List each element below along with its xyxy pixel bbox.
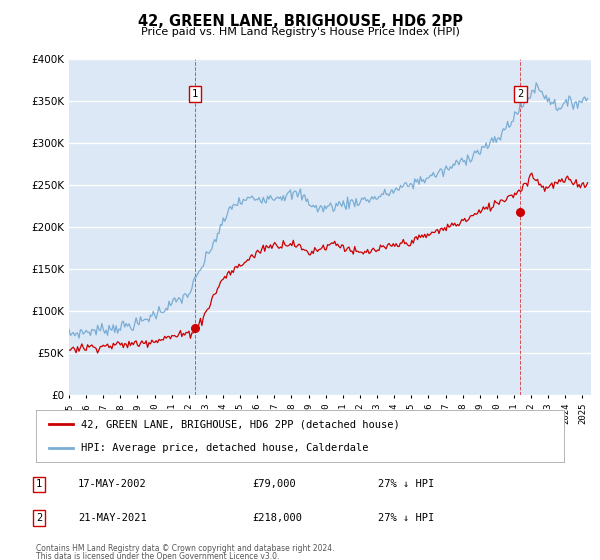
Text: This data is licensed under the Open Government Licence v3.0.: This data is licensed under the Open Gov… (36, 552, 280, 560)
Text: 27% ↓ HPI: 27% ↓ HPI (378, 513, 434, 523)
Text: Contains HM Land Registry data © Crown copyright and database right 2024.: Contains HM Land Registry data © Crown c… (36, 544, 335, 553)
Text: HPI: Average price, detached house, Calderdale: HPI: Average price, detached house, Cald… (81, 443, 368, 453)
Text: 21-MAY-2021: 21-MAY-2021 (78, 513, 147, 523)
Text: £218,000: £218,000 (252, 513, 302, 523)
Text: 2: 2 (36, 513, 42, 523)
Text: 42, GREEN LANE, BRIGHOUSE, HD6 2PP: 42, GREEN LANE, BRIGHOUSE, HD6 2PP (137, 14, 463, 29)
Text: 17-MAY-2002: 17-MAY-2002 (78, 479, 147, 489)
Text: £79,000: £79,000 (252, 479, 296, 489)
Text: 27% ↓ HPI: 27% ↓ HPI (378, 479, 434, 489)
Text: Price paid vs. HM Land Registry's House Price Index (HPI): Price paid vs. HM Land Registry's House … (140, 27, 460, 37)
Text: 42, GREEN LANE, BRIGHOUSE, HD6 2PP (detached house): 42, GREEN LANE, BRIGHOUSE, HD6 2PP (deta… (81, 419, 400, 430)
Text: 1: 1 (36, 479, 42, 489)
Text: 2: 2 (517, 89, 524, 99)
Text: 1: 1 (192, 89, 199, 99)
